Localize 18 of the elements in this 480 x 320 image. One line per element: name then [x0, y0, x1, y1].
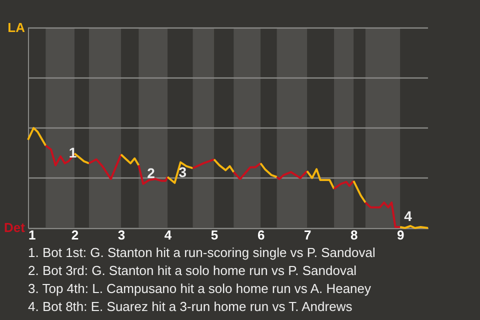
annotation: 4: [404, 208, 412, 224]
x-tick-label: 3: [118, 228, 126, 242]
x-tick-label: 4: [164, 228, 172, 242]
text: 4. Bot 8th: E. Suarez hit a 3-run home run vs T. Andrews: [28, 299, 353, 314]
text: 3. Top 4th: L. Campusano hit a solo home run vs A. Heaney: [28, 281, 372, 296]
x-tick-label: 6: [257, 228, 265, 242]
annotation: 3: [178, 164, 187, 180]
x-tick-label: 1: [28, 228, 36, 242]
x-tick-label: 8: [350, 228, 358, 242]
x-tick-label: 9: [396, 228, 404, 242]
x-tick-label: 2: [71, 228, 79, 242]
text: 1. Bot 1st: G. Stanton hit a run-scoring single vs P. Sandoval: [28, 245, 376, 260]
x-tick-label: 5: [210, 228, 218, 242]
text: LA: [8, 20, 26, 35]
x-tick-label: 7: [304, 228, 312, 242]
text: Det: [4, 220, 26, 235]
annotation: 2: [147, 164, 156, 181]
text: 2. Bot 3rd: G. Stanton hit a solo home run vs P. Sandoval: [28, 263, 357, 278]
